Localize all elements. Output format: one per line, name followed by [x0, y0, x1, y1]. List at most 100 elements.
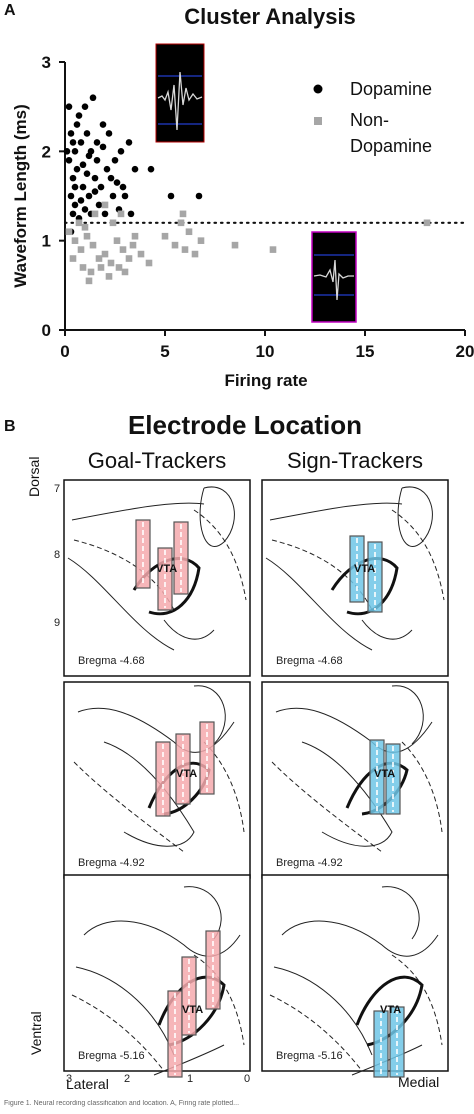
x-tick-label: 15: [356, 342, 375, 361]
atlas-contour: [75, 966, 175, 1056]
scatter-chart: 0 1 2 3 0 5 10 15 20 Dopamine Non- Dopamine Fir…: [11, 43, 474, 390]
dopamine-point: [117, 148, 125, 155]
panel-b-letter: B: [4, 418, 16, 435]
non-dopamine-point: [191, 250, 199, 258]
non-dopamine-point: [65, 228, 73, 236]
sign-tracker-section: VTA Bregma -4.68: [261, 479, 449, 677]
non-dopamine-point: [95, 255, 103, 262]
dopamine-point: [89, 94, 97, 102]
ml-tick-label: 1: [187, 1073, 193, 1085]
dopamine-point: [95, 201, 103, 209]
non-dopamine-point: [161, 232, 169, 240]
dopamine-point: [103, 165, 111, 173]
figure-caption: Figure 1. Neural recording classificatio…: [4, 1100, 240, 1107]
sign-tracker-section: VTA Bregma -4.92: [261, 681, 449, 879]
non-dopamine-point: [77, 246, 85, 253]
dopamine-point: [85, 152, 93, 160]
atlas-dashed-contour: [71, 994, 165, 1072]
dopamine-point: [69, 210, 77, 218]
x-tick-label: 0: [60, 342, 69, 361]
bregma-label: Bregma -4.92: [78, 857, 145, 869]
vta-label: VTA: [176, 768, 197, 780]
y-tick-label: 3: [42, 53, 51, 72]
dopamine-point: [81, 206, 89, 213]
non-dopamine-point: [129, 241, 137, 249]
dopamine-point: [65, 156, 73, 164]
atlas-dashed-contour: [401, 741, 443, 833]
dopamine-point: [119, 183, 127, 191]
atlas-dashed-contour: [193, 954, 245, 1046]
atlas-contour: [351, 1044, 423, 1076]
sign-tracker-electrode-track: [373, 1010, 389, 1078]
non-dopamine-point: [117, 210, 125, 218]
non-dopamine-point: [75, 219, 83, 227]
non-dopamine-point: [101, 250, 109, 258]
dopamine-point: [91, 188, 99, 195]
goal-tracker-section: VTA Bregma -4.92: [63, 681, 251, 879]
dopamine-point: [63, 148, 71, 155]
atlas-contour: [397, 486, 433, 547]
non-dopamine-point: [181, 246, 189, 253]
sign-tracker-section: VTA Bregma -5.16: [261, 874, 449, 1078]
dv-tick-label: 8: [54, 549, 60, 561]
dopamine-point: [79, 183, 87, 191]
non-dopamine-point: [125, 255, 133, 262]
electrode-location-title: Electrode Location: [127, 410, 363, 440]
dopamine-point: [75, 112, 83, 119]
dopamine-point: [195, 192, 203, 200]
vta-boundary: [132, 557, 201, 616]
dopamine-point: [73, 121, 81, 128]
x-tick-label: 5: [160, 342, 169, 361]
dopamine-point: [71, 201, 79, 209]
atlas-dashed-contour: [193, 509, 247, 601]
dopamine-point: [109, 192, 117, 200]
non-dopamine-point: [85, 277, 93, 285]
dopamine-point: [71, 148, 79, 155]
legend-dopamine-marker: [313, 84, 323, 94]
dopamine-point: [77, 197, 85, 204]
atlas-contour: [361, 619, 413, 640]
atlas-dashed-contour: [391, 954, 443, 1046]
atlas-contour: [273, 966, 373, 1056]
bregma-label: Bregma -4.92: [276, 857, 343, 869]
dopamine-point: [97, 183, 105, 191]
dopamine-point: [131, 165, 139, 173]
non-dopamine-point: [179, 210, 187, 218]
vta-label: VTA: [374, 768, 395, 780]
non-dopamine-point: [89, 241, 97, 249]
dopamine-point: [101, 210, 109, 218]
dopamine-point: [127, 210, 135, 218]
vta-label: VTA: [380, 1004, 401, 1016]
dopamine-point: [125, 139, 133, 146]
non-dopamine-point: [137, 250, 145, 258]
atlas-contour: [103, 741, 195, 847]
sign-trackers-heading: Sign-Trackers: [286, 448, 424, 473]
non-dopamine-point: [269, 246, 277, 253]
legend: Dopamine Non- Dopamine: [313, 79, 432, 156]
dv-tick-label: 9: [54, 617, 60, 629]
lateral-label: Lateral: [66, 1076, 109, 1092]
dopamine-point: [107, 174, 115, 182]
non-dopamine-point: [171, 241, 179, 249]
medial-label: Medial: [398, 1074, 440, 1090]
atlas-contour: [265, 557, 373, 651]
dopamine-point: [79, 161, 87, 169]
legend-dopamine-label: Dopamine: [350, 79, 432, 99]
non-dopamine-point: [131, 232, 139, 240]
dopamine-point: [93, 156, 101, 164]
non-dopamine-point: [71, 237, 79, 244]
atlas-contour: [199, 486, 235, 547]
non-dopamine-point: [197, 237, 205, 244]
dopamine-point: [83, 170, 91, 177]
atlas-contour: [269, 502, 403, 521]
goal-tracker-section: VTA Bregma -5.16: [63, 874, 251, 1078]
dopamine-point: [111, 156, 119, 164]
y-tick-label: 2: [42, 142, 51, 161]
dopamine-point: [93, 139, 101, 146]
dopamine-point: [99, 121, 107, 128]
dv-tick-label: 7: [54, 483, 60, 495]
non-dopamine-point: [91, 210, 99, 218]
atlas-dashed-contour: [73, 761, 185, 853]
atlas-contour: [153, 1044, 225, 1076]
